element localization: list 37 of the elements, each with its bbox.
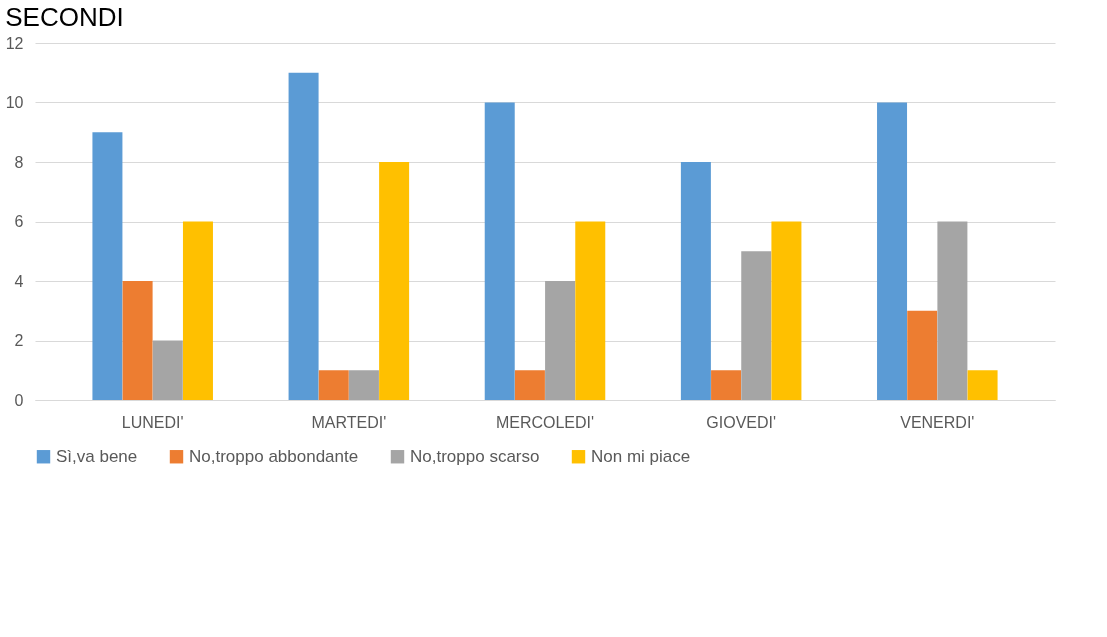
- bar: [348, 370, 379, 400]
- bar: [575, 221, 606, 400]
- bar: [877, 102, 908, 400]
- bar: [379, 162, 410, 400]
- bar: [152, 340, 183, 400]
- y-tick-label: 6: [14, 213, 24, 230]
- bar: [545, 281, 576, 400]
- bar: [741, 251, 772, 400]
- bar: [514, 370, 545, 400]
- y-tick-label: 0: [14, 391, 24, 409]
- legend-label: No,troppo abbondante: [189, 446, 359, 466]
- y-tick-label: 2: [14, 332, 24, 349]
- bar: [907, 310, 938, 400]
- chart-title: SECONDI: [5, 2, 124, 32]
- bar: [484, 102, 515, 400]
- bar: [967, 370, 998, 400]
- x-tick-label: GIOVEDI': [706, 413, 777, 431]
- bar: [711, 370, 742, 400]
- bar: [288, 72, 319, 400]
- bar: [680, 162, 711, 400]
- bar: [92, 132, 123, 400]
- x-tick-label: MARTEDI': [311, 413, 387, 431]
- x-tick-label: VENERDI': [900, 413, 975, 431]
- bar: [182, 221, 213, 400]
- y-tick-label: 12: [5, 34, 24, 52]
- y-tick-label: 10: [5, 94, 24, 111]
- x-tick-label: LUNEDI': [121, 413, 184, 431]
- x-tick-label: MERCOLEDI': [495, 413, 595, 431]
- y-tick-label: 8: [14, 153, 24, 171]
- bar: [318, 370, 349, 400]
- bar: [771, 221, 802, 400]
- legend-label: Non mi piace: [591, 446, 691, 466]
- y-tick-label: 4: [14, 272, 24, 290]
- bar: [122, 281, 153, 400]
- legend-label: No,troppo scarso: [410, 446, 540, 466]
- bar: [937, 221, 968, 400]
- legend-label: Sì,va bene: [56, 446, 138, 466]
